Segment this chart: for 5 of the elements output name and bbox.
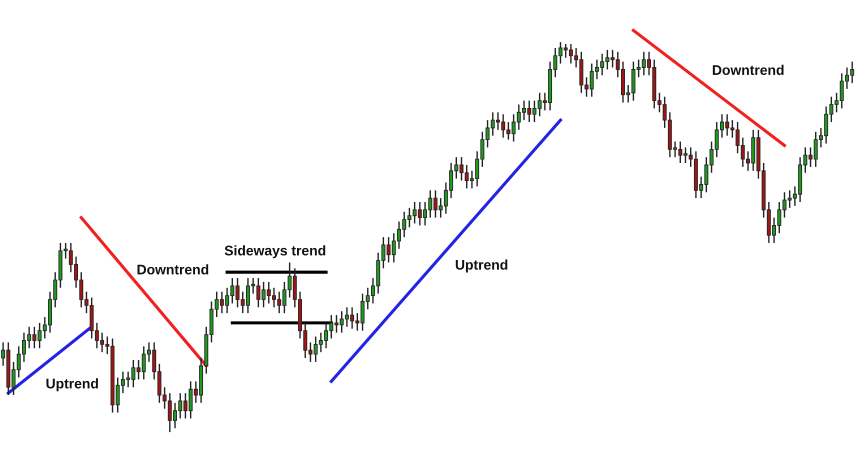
annotation: Downtrend — [712, 64, 784, 75]
annotation: Downtrend — [138, 264, 208, 274]
annotation: Uptrend — [456, 260, 508, 272]
annotation: Uptrend — [46, 378, 98, 392]
annotation: Sideways trend — [224, 245, 326, 258]
